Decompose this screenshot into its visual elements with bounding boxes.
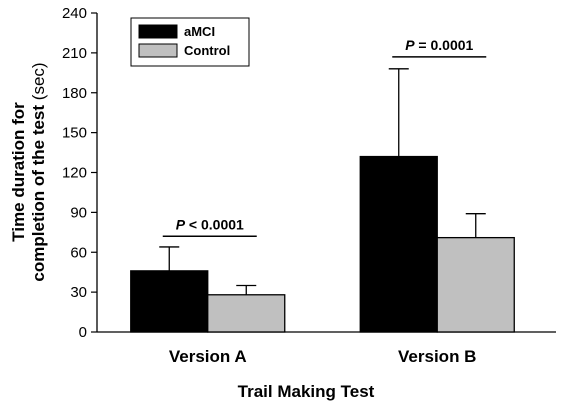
x-category-label: Version B	[398, 347, 476, 366]
y-tick-label: 0	[79, 324, 87, 341]
y-tick-label: 240	[62, 5, 87, 22]
y-axis-title-line2: completion of the test (sec)	[29, 62, 48, 281]
bar	[130, 270, 209, 333]
y-axis-title-line1: Time duration for	[9, 102, 28, 242]
y-tick-label: 90	[70, 204, 87, 221]
legend-label: Control	[184, 43, 230, 58]
y-tick-label: 180	[62, 85, 87, 102]
p-value-label: P = 0.0001	[405, 37, 473, 53]
p-value-label: P < 0.0001	[176, 216, 244, 232]
legend-swatch	[138, 43, 178, 58]
bar	[359, 155, 438, 333]
bar	[436, 236, 515, 333]
y-axis-title: Time duration for completion of the test…	[9, 62, 48, 281]
x-axis-title: Trail Making Test	[238, 382, 375, 401]
y-tick-label: 30	[70, 284, 87, 301]
y-tick-label: 150	[62, 125, 87, 142]
bar	[207, 294, 286, 333]
x-category-label: Version A	[169, 347, 247, 366]
y-tick-label: 60	[70, 244, 87, 261]
y-tick-label: 120	[62, 165, 87, 182]
y-tick-label: 210	[62, 45, 87, 62]
legend-label: aMCI	[184, 24, 215, 39]
legend-swatch	[138, 24, 178, 39]
